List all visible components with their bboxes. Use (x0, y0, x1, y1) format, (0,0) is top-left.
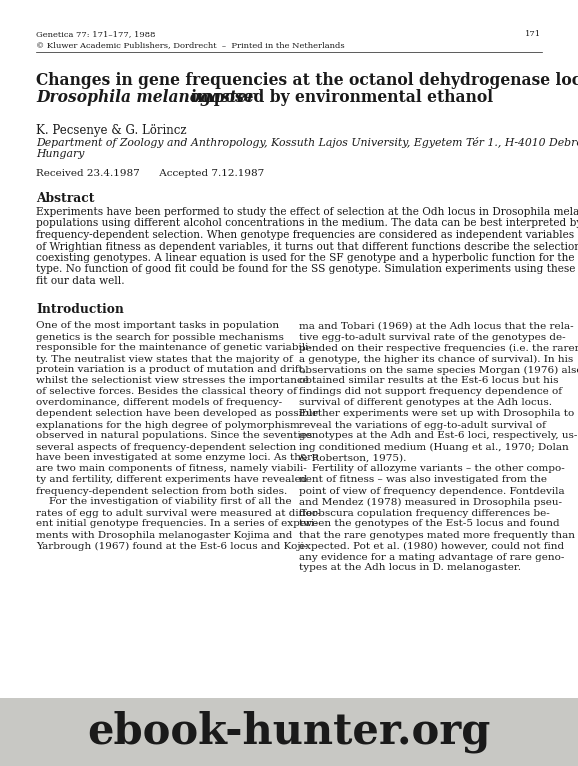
Text: of selective forces. Besides the classical theory of: of selective forces. Besides the classic… (36, 388, 297, 397)
Text: K. Pecsenye & G. Lörincz: K. Pecsenye & G. Lörincz (36, 124, 187, 137)
Text: Changes in gene frequencies at the octanol dehydrogenase locus of: Changes in gene frequencies at the octan… (36, 72, 578, 89)
Text: and Mendez (1978) measured in Drosophila pseu-: and Mendez (1978) measured in Drosophila… (299, 497, 562, 506)
Text: ty and fertility, different experiments have revealed: ty and fertility, different experiments … (36, 476, 308, 485)
Text: of Wrightian fitness as dependent variables, it turns out that different functio: of Wrightian fitness as dependent variab… (36, 241, 578, 251)
Text: Department of Zoology and Anthropology, Kossuth Lajos University, Egyetem Tér 1.: Department of Zoology and Anthropology, … (36, 137, 578, 148)
Text: pended on their respective frequencies (i.e. the rarer: pended on their respective frequencies (… (299, 343, 578, 352)
Text: survival of different genotypes at the Adh locus.: survival of different genotypes at the A… (299, 398, 552, 408)
Text: frequency-dependent selection. When genotype frequencies are considered as indep: frequency-dependent selection. When geno… (36, 230, 578, 240)
Bar (0, 698, 578, 766)
Text: rates of egg to adult survival were measured at differ-: rates of egg to adult survival were meas… (36, 509, 321, 518)
Text: observations on the same species Morgan (1976) also: observations on the same species Morgan … (299, 365, 578, 375)
Text: nent of fitness – was also investigated from the: nent of fitness – was also investigated … (299, 476, 547, 485)
Text: & Robertson, 1975).: & Robertson, 1975). (299, 453, 406, 463)
Text: For the investigation of viability first of all the: For the investigation of viability first… (36, 497, 292, 506)
Text: are two main components of fitness, namely viabili-: are two main components of fitness, name… (36, 464, 307, 473)
Text: explanations for the high degree of polymorphism: explanations for the high degree of poly… (36, 421, 300, 430)
Text: Introduction: Introduction (36, 303, 124, 316)
Text: Drosophila melanogaster: Drosophila melanogaster (36, 89, 255, 106)
Text: ma and Tobari (1969) at the Adh locus that the rela-: ma and Tobari (1969) at the Adh locus th… (299, 322, 573, 330)
Text: obtained similar results at the Est-6 locus but his: obtained similar results at the Est-6 lo… (299, 377, 558, 385)
Text: genetics is the search for possible mechanisms: genetics is the search for possible mech… (36, 332, 284, 342)
Text: One of the most important tasks in population: One of the most important tasks in popul… (36, 322, 280, 330)
Text: Received 23.4.1987      Accepted 7.12.1987: Received 23.4.1987 Accepted 7.12.1987 (36, 169, 265, 178)
Text: tween the genotypes of the Est-5 locus and found: tween the genotypes of the Est-5 locus a… (299, 519, 560, 529)
Text: 171: 171 (525, 30, 542, 38)
Text: coexisting genotypes. A linear equation is used for the SF genotype and a hyperb: coexisting genotypes. A linear equation … (36, 253, 578, 263)
Text: types at the Adh locus in D. melanogaster.: types at the Adh locus in D. melanogaste… (299, 564, 521, 572)
Text: expected. Pot et al. (1980) however, could not find: expected. Pot et al. (1980) however, cou… (299, 542, 564, 551)
Text: ing conditioned medium (Huang et al., 1970; Dolan: ing conditioned medium (Huang et al., 19… (299, 443, 569, 452)
Text: reveal the variations of egg-to-adult survival of: reveal the variations of egg-to-adult su… (299, 421, 546, 430)
Text: Abstract: Abstract (36, 192, 95, 205)
Text: Genetica 77: 171–177, 1988: Genetica 77: 171–177, 1988 (36, 30, 156, 38)
Text: whilst the selectionist view stresses the importance: whilst the selectionist view stresses th… (36, 377, 309, 385)
Text: ments with Drosophila melanogaster Kojima and: ments with Drosophila melanogaster Kojim… (36, 531, 293, 539)
Text: observed in natural populations. Since the seventies: observed in natural populations. Since t… (36, 431, 313, 440)
Text: fit our data well.: fit our data well. (36, 276, 125, 286)
Text: ebook-hunter.org: ebook-hunter.org (87, 711, 491, 753)
Text: © Kluwer Academic Publishers, Dordrecht  –  Printed in the Netherlands: © Kluwer Academic Publishers, Dordrecht … (36, 41, 345, 49)
Text: dependent selection have been developed as possible: dependent selection have been developed … (36, 410, 318, 418)
Text: have been investigated at some enzyme loci. As there: have been investigated at some enzyme lo… (36, 453, 318, 463)
Text: doobscura copulation frequency differences be-: doobscura copulation frequency differenc… (299, 509, 550, 518)
Text: Experiments have been performed to study the effect of selection at the Odh locu: Experiments have been performed to study… (36, 207, 578, 217)
Text: Fertility of allozyme variants – the other compo-: Fertility of allozyme variants – the oth… (299, 464, 565, 473)
Text: Further experiments were set up with Drosophila to: Further experiments were set up with Dro… (299, 410, 575, 418)
Text: any evidence for a mating advantage of rare geno-: any evidence for a mating advantage of r… (299, 552, 564, 561)
Text: point of view of frequency dependence. Fontdevila: point of view of frequency dependence. F… (299, 486, 565, 496)
Text: frequency-dependent selection from both sides.: frequency-dependent selection from both … (36, 486, 288, 496)
Text: Hungary: Hungary (36, 149, 85, 159)
Text: that the rare genotypes mated more frequently than: that the rare genotypes mated more frequ… (299, 531, 575, 539)
Text: overdominance, different models of frequency-: overdominance, different models of frequ… (36, 398, 283, 408)
Text: a genotype, the higher its chance of survival). In his: a genotype, the higher its chance of sur… (299, 355, 573, 364)
Text: imposed by environmental ethanol: imposed by environmental ethanol (187, 89, 494, 106)
Text: tive egg-to-adult survival rate of the genotypes de-: tive egg-to-adult survival rate of the g… (299, 332, 566, 342)
Text: populations using different alcohol concentrations in the medium. The data can b: populations using different alcohol conc… (36, 218, 578, 228)
Text: ent initial genotype frequencies. In a series of experi-: ent initial genotype frequencies. In a s… (36, 519, 318, 529)
Text: type. No function of good fit could be found for the SS genotype. Simulation exp: type. No function of good fit could be f… (36, 264, 578, 274)
Text: several aspects of frequency-dependent selection: several aspects of frequency-dependent s… (36, 443, 297, 451)
Text: protein variation is a product of mutation and drift,: protein variation is a product of mutati… (36, 365, 306, 375)
Text: genotypes at the Adh and Est-6 loci, respectively, us-: genotypes at the Adh and Est-6 loci, res… (299, 431, 577, 440)
Text: Yarbrough (1967) found at the Est-6 locus and Koji-: Yarbrough (1967) found at the Est-6 locu… (36, 542, 307, 551)
Text: ty. The neutralist view states that the majority of: ty. The neutralist view states that the … (36, 355, 293, 364)
Text: responsible for the maintenance of genetic variabili-: responsible for the maintenance of genet… (36, 343, 312, 352)
Text: findings did not support frequency dependence of: findings did not support frequency depen… (299, 388, 562, 397)
